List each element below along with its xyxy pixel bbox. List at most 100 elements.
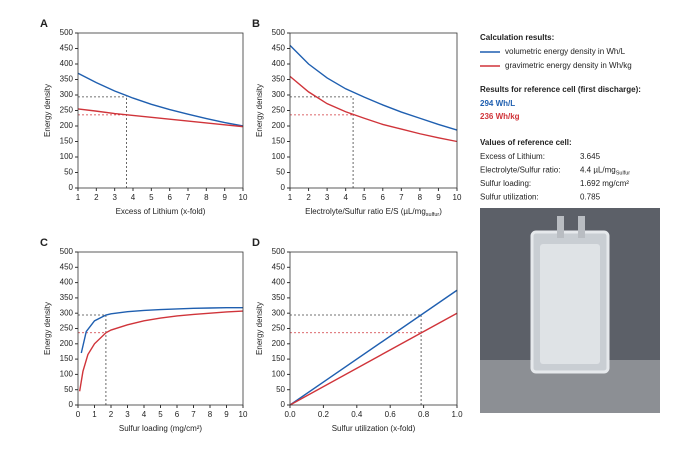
x-tick-label: 4 (131, 193, 136, 202)
x-tick-label: 5 (149, 193, 154, 202)
x-tick-label: 1 (92, 410, 97, 419)
text-part: sulfur (426, 212, 440, 218)
series-line (289, 44, 458, 131)
y-tick-label: 100 (60, 370, 74, 379)
x-tick-label: 7 (191, 410, 196, 419)
y-tick-label: 450 (272, 262, 286, 271)
x-axis-title: Electrolyte/Sulfur ratio E/S (µL/mgsulfu… (305, 207, 442, 218)
y-tick-label: 50 (276, 385, 285, 394)
x-tick-label: 1 (288, 193, 293, 202)
y-tick-label: 150 (272, 354, 286, 363)
text-part: Excess of Lithium (x-fold) (116, 207, 206, 216)
x-tick-label: 1.0 (451, 410, 463, 419)
y-tick-label: 400 (272, 59, 286, 68)
x-tick-label: 4 (343, 193, 348, 202)
y-tick-label: 200 (60, 339, 74, 348)
x-tick-label: 0.8 (418, 410, 430, 419)
legend-entry: volumetric energy density in Wh/L (505, 47, 626, 56)
y-tick-label: 500 (60, 247, 74, 256)
row-label: Excess of Lithium: (480, 152, 545, 161)
y-tick-label: 400 (60, 278, 74, 287)
row-value: 4.4 µL/mgSulfur (580, 166, 630, 177)
x-tick-label: 9 (224, 410, 229, 419)
series-line (77, 108, 244, 128)
x-tick-label: 7 (186, 193, 191, 202)
y-tick-label: 350 (272, 75, 286, 84)
x-tick-label: 6 (167, 193, 172, 202)
x-tick-label: 3 (125, 410, 130, 419)
cell-photo (480, 208, 660, 413)
y-tick-label: 250 (60, 324, 74, 333)
x-tick-label: 0.4 (351, 410, 363, 419)
text-part: 1.692 mg/cm² (580, 179, 629, 188)
x-axis-title: Excess of Lithium (x-fold) (116, 207, 206, 216)
y-tick-label: 50 (276, 168, 285, 177)
chart-panel: D 0 50 100 150 200 250 300 350 400 450 500 0.0 0.2 0.4… (252, 237, 463, 433)
text-part: ) (439, 207, 442, 216)
x-tick-label: 8 (204, 193, 209, 202)
y-tick-label: 0 (281, 400, 286, 409)
y-tick-label: 450 (60, 44, 74, 53)
legend-entry: gravimetric energy density in Wh/kg (505, 61, 632, 70)
x-tick-label: 7 (399, 193, 404, 202)
results-heading: Results for reference cell (first discha… (480, 85, 641, 94)
y-tick-label: 100 (60, 152, 74, 161)
x-tick-label: 2 (94, 193, 99, 202)
y-tick-label: 0 (69, 400, 74, 409)
x-tick-label: 2 (306, 193, 311, 202)
row-label: Sulfur loading: (480, 179, 531, 188)
x-tick-label: 4 (142, 410, 147, 419)
text-part: 3.645 (580, 152, 601, 161)
value-rows: Excess of Lithium: 3.645 Electrolyte/Sulfu… (480, 152, 630, 202)
y-tick-label: 100 (272, 152, 286, 161)
y-tick-label: 50 (64, 168, 73, 177)
row-value: 0.785 (580, 193, 601, 202)
y-tick-label: 0 (281, 183, 286, 192)
y-tick-label: 0 (69, 183, 74, 192)
y-tick-label: 400 (272, 278, 286, 287)
y-tick-label: 200 (60, 121, 74, 130)
y-axis-title: Energy density (255, 302, 264, 355)
plot-frame (289, 32, 458, 189)
x-tick-label: 2 (109, 410, 114, 419)
series-line (80, 306, 243, 354)
y-tick-label: 450 (272, 44, 286, 53)
y-tick-label: 100 (272, 370, 286, 379)
x-tick-label: 6 (175, 410, 180, 419)
y-axis-title: Energy density (43, 84, 52, 137)
series-line (77, 72, 244, 127)
panel-heading: Calculation results: (480, 33, 554, 42)
x-tick-label: 10 (239, 410, 248, 419)
series-line (289, 75, 458, 143)
x-tick-label: 5 (158, 410, 163, 419)
y-tick-label: 350 (60, 293, 74, 302)
text-part: 0.785 (580, 193, 601, 202)
text-part: 4.4 µL/mg (580, 166, 616, 175)
row-value: 3.645 (580, 152, 601, 161)
y-tick-label: 150 (272, 137, 286, 146)
panel-label: A (40, 18, 48, 30)
y-tick-label: 350 (60, 75, 74, 84)
row-value: 1.692 mg/cm² (580, 179, 629, 188)
x-tick-label: 0 (76, 410, 81, 419)
y-tick-label: 500 (272, 247, 286, 256)
y-tick-label: 150 (60, 354, 74, 363)
y-tick-label: 150 (60, 137, 74, 146)
series-line (289, 312, 458, 406)
series-line (78, 310, 244, 392)
result-gravimetric: 236 Wh/kg (480, 112, 520, 121)
y-tick-label: 200 (272, 339, 286, 348)
text-part: Sulfur (616, 171, 631, 177)
row-label: Electrolyte/Sulfur ratio: (480, 166, 560, 175)
x-tick-label: 8 (418, 193, 423, 202)
panel-label: D (252, 237, 260, 249)
x-tick-label: 6 (381, 193, 386, 202)
y-axis-title: Energy density (255, 84, 264, 137)
y-tick-label: 250 (60, 106, 74, 115)
y-tick-label: 300 (272, 90, 286, 99)
x-tick-label: 0.0 (284, 410, 296, 419)
y-tick-label: 500 (60, 28, 74, 37)
y-tick-label: 300 (60, 308, 74, 317)
x-tick-label: 0.2 (318, 410, 330, 419)
